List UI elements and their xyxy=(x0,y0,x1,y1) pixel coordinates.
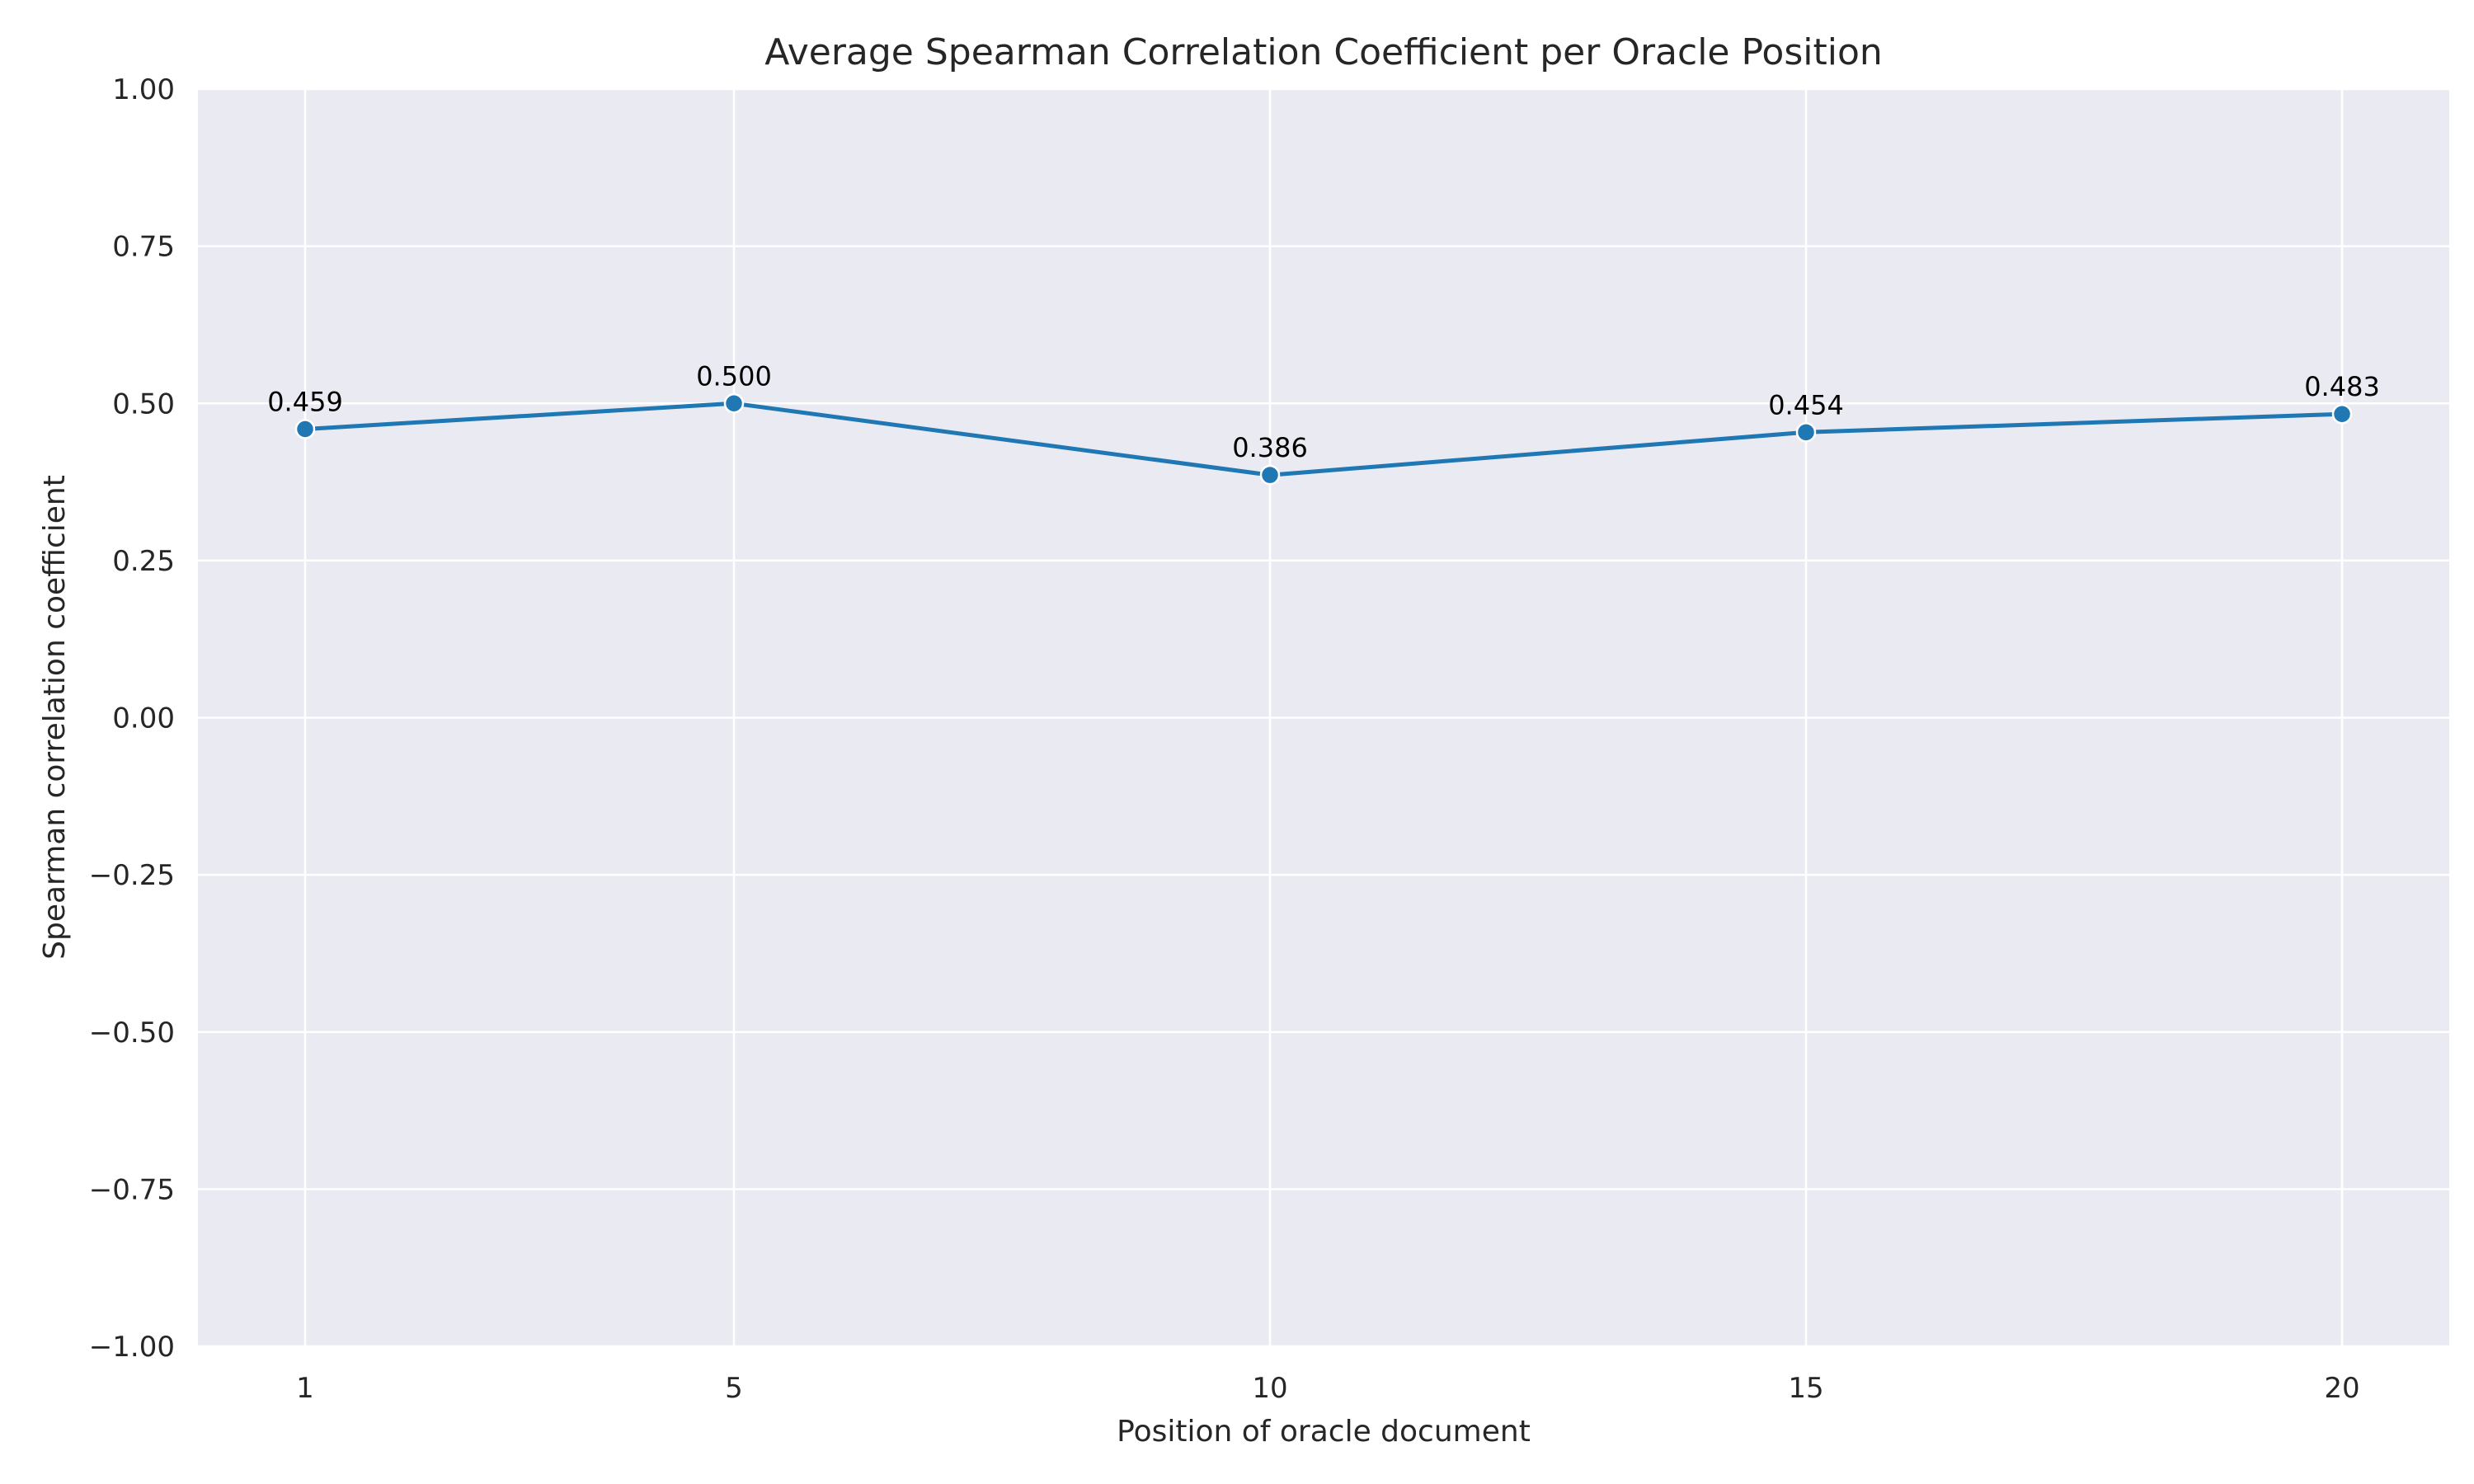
data-label: 0.459 xyxy=(267,387,343,418)
tick-labels: 1.00 0.75 0.50 0.25 0.00 −0.25 −0.50 −0.75 −1.00… xyxy=(89,73,2360,1405)
x-tick-label: 10 xyxy=(1252,1372,1287,1405)
data-point xyxy=(1795,422,1817,443)
y-axis-label: Spearman correlation coefficient xyxy=(38,475,72,960)
data-label: 0.500 xyxy=(696,360,772,392)
data-point xyxy=(723,393,745,414)
y-tick-label: −0.25 xyxy=(89,859,175,892)
data-point xyxy=(294,419,316,439)
x-tick-label: 15 xyxy=(1788,1372,1823,1405)
y-tick-label: 0.75 xyxy=(112,231,175,264)
x-tick-label: 20 xyxy=(2324,1372,2359,1405)
series-layer: 0.459 0.500 0.386 0.454 0.483 xyxy=(267,360,2380,486)
y-tick-label: 0.25 xyxy=(112,545,175,578)
y-tick-label: −0.50 xyxy=(89,1017,175,1050)
y-tick-label: 0.50 xyxy=(112,387,175,420)
data-point xyxy=(1259,464,1281,486)
data-label: 0.483 xyxy=(2304,371,2380,402)
y-tick-label: 0.00 xyxy=(112,702,175,735)
y-tick-label: −0.75 xyxy=(89,1173,175,1206)
y-tick-label: 1.00 xyxy=(112,73,175,106)
data-label: 0.386 xyxy=(1232,432,1308,463)
data-point xyxy=(2331,403,2353,425)
x-tick-label: 5 xyxy=(725,1372,743,1405)
data-label: 0.454 xyxy=(1768,389,1844,420)
y-tick-label: −1.00 xyxy=(89,1331,175,1364)
grid-lines xyxy=(198,87,2449,1348)
x-tick-label: 1 xyxy=(296,1372,314,1405)
chart-title: Average Spearman Correlation Coefficient… xyxy=(764,31,1883,73)
x-axis-label: Position of oracle document xyxy=(1117,1415,1531,1449)
